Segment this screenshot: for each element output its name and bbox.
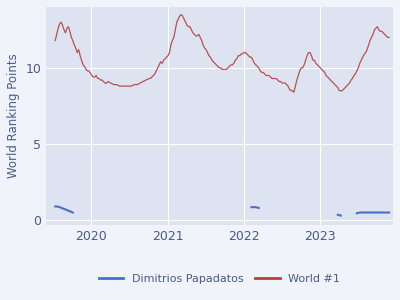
- Y-axis label: World Ranking Points: World Ranking Points: [7, 53, 20, 178]
- Legend: Dimitrios Papadatos, World #1: Dimitrios Papadatos, World #1: [94, 270, 345, 289]
